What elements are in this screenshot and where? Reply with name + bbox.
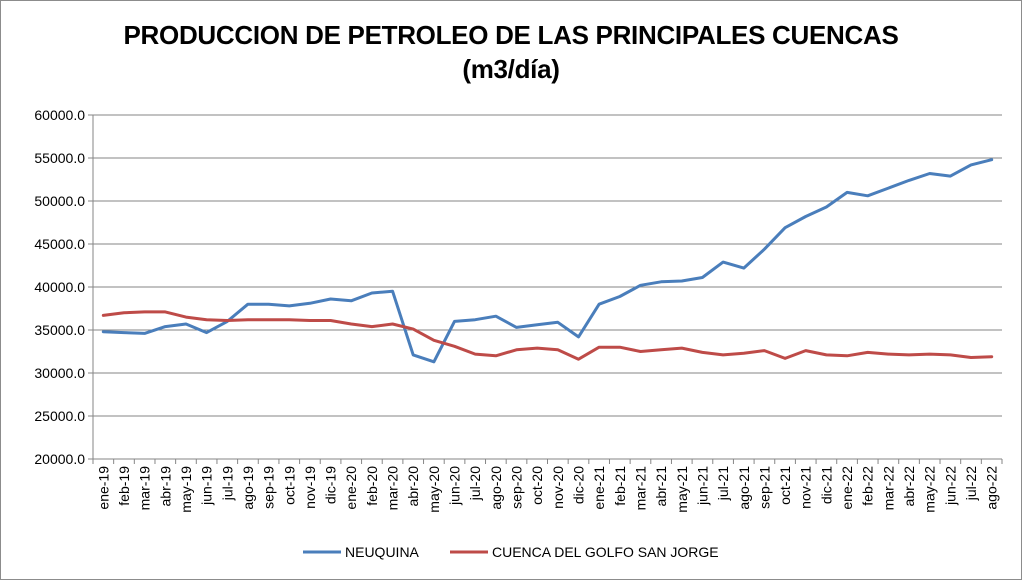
chart-title-main: PRODUCCION DE PETROLEO DE LAS PRINCIPALE… — [123, 20, 899, 50]
y-tick-label: 25000.0 — [34, 408, 85, 424]
x-tick-label: feb-20 — [364, 466, 380, 506]
x-tick-label: abr-22 — [901, 466, 917, 507]
x-tick-label: may-22 — [922, 466, 938, 513]
legend: NEUQUINA CUENCA DEL GOLFO SAN JORGE — [303, 544, 719, 560]
x-tick-label: jun-22 — [942, 466, 958, 506]
x-axis: ene-19 feb-19 mar-19 abr-19 may-19 jun-19 jul-… — [92, 458, 1003, 513]
legend-label: CUENCA DEL GOLFO SAN JORGE — [492, 544, 719, 560]
x-tick-label: jun-21 — [694, 466, 710, 506]
x-tick-label: ago-22 — [984, 466, 1000, 510]
x-tick-label: feb-22 — [860, 466, 876, 506]
x-tick-label: oct-19 — [281, 466, 297, 505]
x-tick-label: mar-20 — [385, 466, 401, 511]
x-tick-label: nov-21 — [798, 466, 814, 509]
x-tick-label: sep-20 — [509, 466, 525, 509]
series-line-cuenca-del-golfo-san-jorge — [101, 310, 994, 361]
y-tick-label: 35000.0 — [34, 322, 85, 338]
x-tick-label: ene-20 — [343, 466, 359, 510]
y-tick-label: 40000.0 — [34, 279, 85, 295]
x-tick-label: abr-21 — [653, 466, 669, 507]
legend-label: NEUQUINA — [345, 544, 420, 560]
x-tick-label: may-20 — [426, 466, 442, 513]
chart-subtitle: (m3/día) — [462, 54, 560, 84]
x-tick-label: dic-21 — [818, 466, 834, 504]
x-tick-label: nov-20 — [550, 466, 566, 509]
x-tick-label: jul-19 — [219, 466, 235, 501]
x-tick-label: ago-21 — [736, 466, 752, 510]
x-tick-label: jul-20 — [467, 466, 483, 501]
series-lines — [101, 158, 994, 364]
x-tick-label: sep-21 — [756, 466, 772, 509]
y-tick-label: 30000.0 — [34, 365, 85, 381]
x-tick-label: jul-22 — [963, 466, 979, 501]
x-tick-label: ago-19 — [240, 466, 256, 510]
x-tick-label: ene-19 — [95, 466, 111, 510]
x-tick-label: sep-19 — [261, 466, 277, 509]
x-tick-label: ene-21 — [591, 466, 607, 510]
x-tick-label: may-19 — [178, 466, 194, 513]
y-tick-label: 45000.0 — [34, 236, 85, 252]
x-tick-label: oct-21 — [777, 466, 793, 505]
x-tick-label: feb-19 — [116, 466, 132, 506]
x-tick-label: ago-20 — [488, 466, 504, 510]
x-tick-label: feb-21 — [612, 466, 628, 506]
x-tick-label: ene-22 — [839, 466, 855, 510]
y-axis: 20000.0 25000.0 30000.0 35000.0 40000.0 45000… — [34, 107, 94, 467]
x-tick-label: jun-20 — [447, 466, 463, 506]
x-tick-label: mar-21 — [632, 466, 648, 511]
y-tick-label: 60000.0 — [34, 107, 85, 123]
gridlines — [93, 114, 1002, 417]
x-tick-label: jun-19 — [199, 466, 215, 506]
x-tick-label: may-21 — [674, 466, 690, 513]
x-tick-label: dic-20 — [570, 466, 586, 504]
x-tick-label: nov-19 — [302, 466, 318, 509]
x-tick-label: abr-20 — [405, 466, 421, 507]
x-tick-label: jul-21 — [715, 466, 731, 501]
y-tick-label: 55000.0 — [34, 150, 85, 166]
y-tick-label: 20000.0 — [34, 451, 85, 467]
x-tick-label: mar-19 — [137, 466, 153, 511]
y-tick-label: 50000.0 — [34, 193, 85, 209]
x-tick-label: abr-19 — [157, 466, 173, 507]
x-tick-label: mar-22 — [880, 466, 896, 511]
chart-title: PRODUCCION DE PETROLEO DE LAS PRINCIPALE… — [0, 18, 1022, 86]
x-tick-label: oct-20 — [529, 466, 545, 505]
series-line-neuquina — [101, 158, 994, 364]
x-tick-label: dic-19 — [323, 466, 339, 504]
